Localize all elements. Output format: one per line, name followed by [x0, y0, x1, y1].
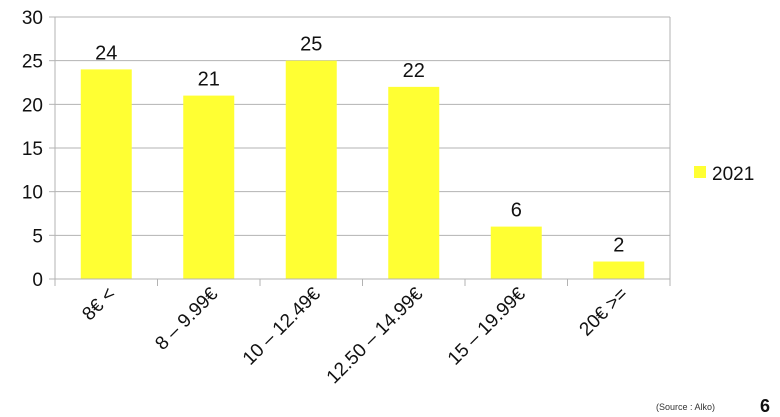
x-axis: 8€ < 8 – 9.99€ 10 – 12.49€12.50 – 14.99€ 15…: [54, 278, 671, 388]
legend-swatch-2021: [694, 166, 706, 178]
x-tick-label-2: 8 – 9.99€: [151, 283, 222, 354]
y-tick-label-0: 0: [32, 270, 43, 291]
y-tick-label-5: 5: [32, 226, 43, 247]
data-label-2: 21: [198, 69, 220, 91]
data-labels: 24 21 25 22 6 2: [95, 34, 624, 257]
x-tick-label-5: 15 – 19.99€: [444, 283, 530, 369]
x-tick-label-3: 10 – 12.49€: [239, 283, 325, 369]
x-tick-label-1: 8€ <: [78, 284, 119, 325]
bar-4: [388, 86, 440, 279]
bar-2: [183, 95, 235, 279]
y-tick-label-10: 10: [22, 183, 43, 204]
y-tick-label-20: 20: [22, 95, 43, 116]
y-tick-label-25: 25: [22, 52, 43, 73]
y-tick-label-30: 30: [22, 8, 43, 29]
bars: [80, 60, 645, 280]
bar-3: [285, 60, 337, 279]
source-note: (Source : Alko): [656, 402, 716, 412]
legend-label-2021: 2021: [712, 164, 754, 185]
data-label-3: 25: [300, 34, 322, 56]
gridlines: [55, 16, 670, 280]
bar-5: [490, 226, 542, 279]
legend: 2021: [694, 164, 754, 185]
y-tick-label-15: 15: [22, 139, 43, 160]
data-label-1: 24: [95, 42, 117, 64]
data-label-6: 2: [613, 235, 624, 257]
page-number: 6: [760, 396, 771, 416]
x-tick-label-6: 20€ >=: [576, 284, 633, 341]
y-axis: 0 5 10 15 20 25 30: [22, 8, 671, 291]
bar-1: [80, 69, 132, 280]
x-tick-label-4: 12.50 – 14.99€: [323, 283, 428, 388]
data-label-4: 22: [403, 60, 425, 82]
bar-6: [593, 261, 645, 279]
data-label-5: 6: [511, 200, 522, 222]
